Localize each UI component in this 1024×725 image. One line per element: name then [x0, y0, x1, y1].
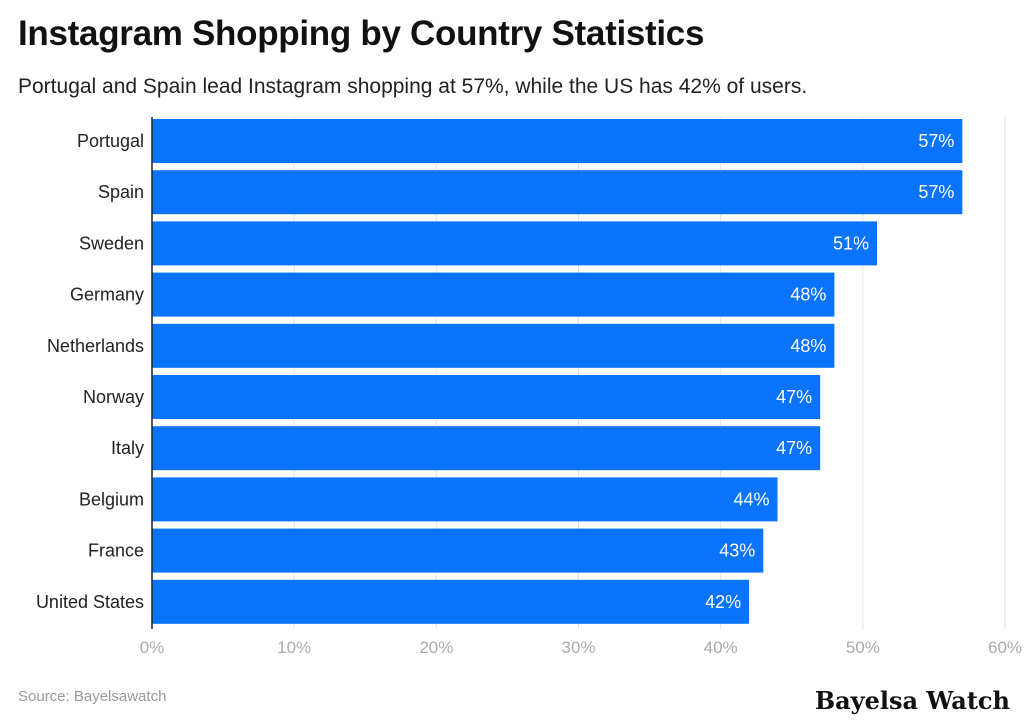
bar-value-label: 47%: [776, 387, 812, 407]
bar-value-label: 57%: [918, 131, 954, 151]
bar-value-label: 48%: [790, 336, 826, 356]
x-tick-label: 0%: [140, 638, 165, 657]
category-label: Italy: [111, 438, 144, 458]
x-tick-label: 60%: [988, 638, 1022, 657]
bar-value-label: 57%: [918, 182, 954, 202]
bar-value-label: 51%: [833, 233, 869, 253]
category-label: France: [88, 541, 144, 561]
bar-value-label: 48%: [790, 285, 826, 305]
bar: [152, 323, 835, 368]
category-label: United States: [36, 592, 144, 612]
bar-value-label: 44%: [734, 489, 770, 509]
brand-logo-text: Bayelsa Watch: [814, 686, 1010, 715]
bar: [152, 375, 821, 419]
chart-subtitle: Portugal and Spain lead Instagram shoppi…: [18, 75, 808, 98]
category-label: Netherlands: [47, 336, 144, 356]
chart-title: Instagram Shopping by Country Statistics: [18, 14, 705, 53]
category-label: Sweden: [79, 233, 144, 253]
bars: 57% 57% 51% 48% 48% 47% 47% 44% 43% 42%: [152, 119, 963, 624]
category-label: Portugal: [77, 131, 144, 151]
category-label: Belgium: [79, 489, 144, 509]
bar: [152, 272, 835, 317]
bar-value-label: 47%: [776, 438, 812, 458]
bar-value-label: 42%: [705, 592, 741, 612]
bar: [152, 119, 963, 163]
bar: [152, 170, 963, 215]
x-tick-label: 10%: [277, 638, 311, 657]
bar: [152, 579, 750, 624]
x-tick-label: 50%: [846, 638, 880, 657]
x-tick-label: 20%: [419, 638, 453, 657]
bar: [152, 477, 778, 522]
x-tick-label: 40%: [704, 638, 738, 657]
category-label: Norway: [83, 387, 144, 407]
bar-value-label: 43%: [719, 541, 755, 561]
x-tick-label: 30%: [561, 638, 595, 657]
category-label: Spain: [98, 182, 144, 202]
bar: [152, 528, 764, 573]
bar: [152, 426, 821, 471]
category-label: Germany: [70, 285, 144, 305]
x-axis-ticks: 0% 10% 20% 30% 40% 50% 60%: [140, 638, 1022, 657]
bar: [152, 221, 878, 266]
source-note: Source: Bayelsawatch: [18, 688, 167, 705]
category-labels: Portugal Spain Sweden Germany Netherlands Nor…: [36, 131, 144, 612]
